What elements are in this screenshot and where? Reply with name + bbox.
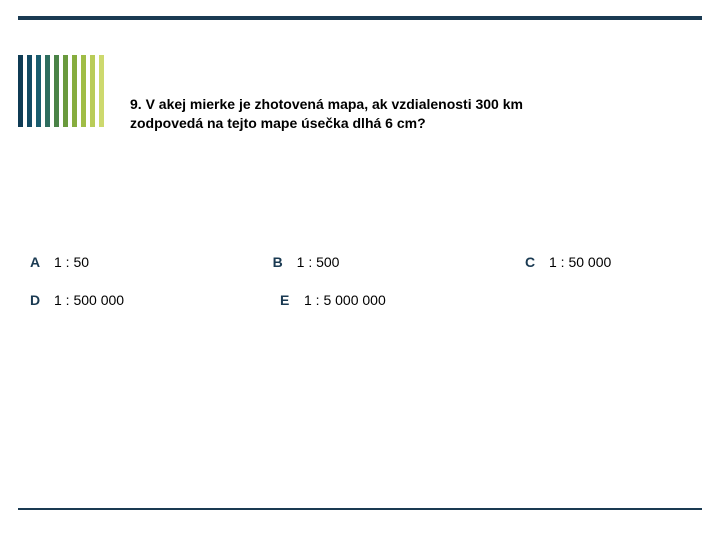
stripe bbox=[99, 55, 104, 127]
stripe bbox=[72, 55, 77, 127]
option-d: D 1 : 500 000 bbox=[30, 292, 280, 308]
option-text: 1 : 500 bbox=[297, 254, 340, 270]
stripe bbox=[45, 55, 50, 127]
question-line-2: zodpovedá na tejto mape úsečka dlhá 6 cm… bbox=[130, 114, 660, 133]
option-letter: C bbox=[525, 254, 549, 270]
stripe bbox=[90, 55, 95, 127]
option-letter: A bbox=[30, 254, 54, 270]
option-row-2: D 1 : 500 000 E 1 : 5 000 000 bbox=[30, 292, 690, 308]
option-text: 1 : 500 000 bbox=[54, 292, 124, 308]
answer-options: A 1 : 50 B 1 : 500 C 1 : 50 000 D 1 : 50… bbox=[30, 254, 690, 330]
option-text: 1 : 5 000 000 bbox=[304, 292, 386, 308]
option-letter: D bbox=[30, 292, 54, 308]
stripe bbox=[81, 55, 86, 127]
option-e: E 1 : 5 000 000 bbox=[280, 292, 540, 308]
option-letter: B bbox=[273, 254, 297, 270]
option-letter: E bbox=[280, 292, 304, 308]
stripe bbox=[54, 55, 59, 127]
top-accent-bar bbox=[18, 16, 702, 20]
stripe bbox=[18, 55, 23, 127]
option-text: 1 : 50 000 bbox=[549, 254, 611, 270]
option-a: A 1 : 50 bbox=[30, 254, 273, 270]
option-b: B 1 : 500 bbox=[273, 254, 525, 270]
option-c: C 1 : 50 000 bbox=[525, 254, 690, 270]
option-text: 1 : 50 bbox=[54, 254, 89, 270]
question-line-1: 9. V akej mierke je zhotovená mapa, ak v… bbox=[130, 95, 660, 114]
bottom-accent-bar bbox=[18, 508, 702, 510]
stripe bbox=[63, 55, 68, 127]
question-block: 9. V akej mierke je zhotovená mapa, ak v… bbox=[130, 95, 660, 133]
option-row-1: A 1 : 50 B 1 : 500 C 1 : 50 000 bbox=[30, 254, 690, 270]
decorative-stripes bbox=[18, 55, 104, 127]
stripe bbox=[27, 55, 32, 127]
stripe bbox=[36, 55, 41, 127]
